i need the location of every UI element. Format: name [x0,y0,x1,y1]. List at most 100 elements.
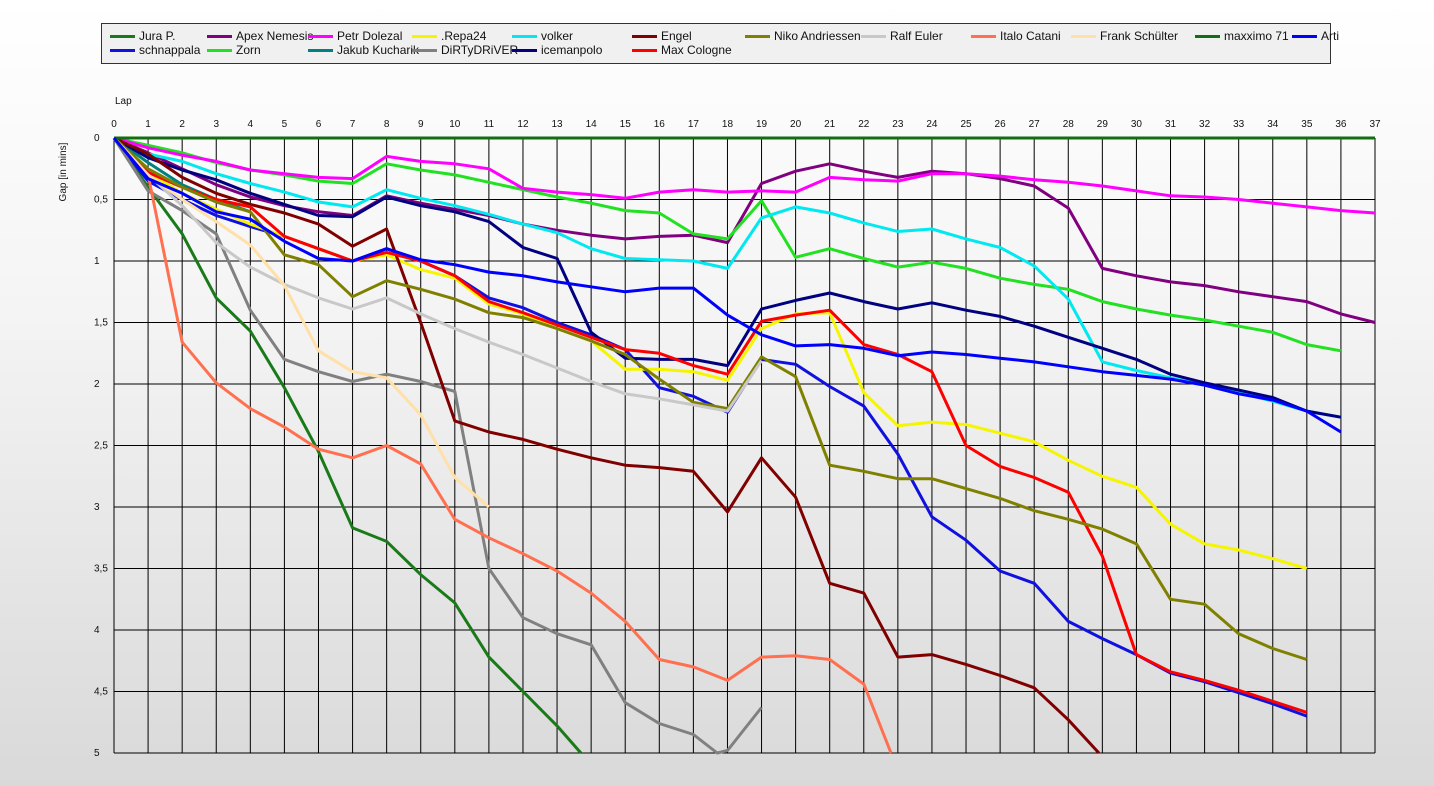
series-line-apex-nemesis [113,136,1376,324]
legend-swatch [207,48,232,52]
tick-layer: 0 1 2 3 4 5 6 7 8 9 10 11 12 13 14 15 16 17 18 19 20 21 22 23 24… [94,119,1381,759]
legend-swatch [512,48,537,52]
y-tick-label: 0,5 [94,195,108,206]
legend-label: schnappala [139,43,201,57]
legend-label: Italo Catani [1000,29,1061,43]
series-line-repa24 [112,136,1308,570]
x-tick-label: 1 [145,119,151,130]
y-tick-label: 4,5 [94,687,108,698]
x-tick-label: 18 [722,119,734,130]
y-tick-label: 1,5 [94,318,108,329]
series-line-frank-sch-lter [112,136,490,509]
legend-item: Apex Nemesis [207,29,313,43]
x-tick-label: 33 [1233,119,1245,130]
x-tick-label: 8 [384,119,390,130]
legend-swatch [110,34,135,38]
x-tick-label: 15 [620,119,632,130]
series-line-arti [112,137,1342,434]
x-tick-label: 24 [926,119,938,130]
series-line-icemanpolo [113,136,1342,419]
legend-item: DiRTyDRiVER [412,43,518,57]
legend-label: Jakub Kucharik [337,43,420,57]
x-tick-label: 37 [1369,119,1381,130]
x-tick-label: 7 [350,119,356,130]
x-tick-label: 5 [282,119,288,130]
legend-swatch [308,48,333,52]
x-tick-label: 2 [179,119,185,130]
series-line-dirtydriver [112,137,763,755]
x-tick-label: 30 [1131,119,1143,130]
y-tick-label: 0 [94,133,100,144]
x-tick-label: 17 [688,119,700,130]
x-tick-label: 3 [213,119,219,130]
series-line-engel [113,136,1101,755]
legend-label: Zorn [236,43,261,57]
x-tick-label: 6 [316,119,322,130]
legend-swatch [308,34,333,38]
legend-swatch [412,34,437,38]
y-tick-label: 3,5 [94,564,108,575]
x-tick-label: 4 [248,119,254,130]
x-tick-label: 36 [1335,119,1347,130]
x-tick-label: 31 [1165,119,1177,130]
legend-label: DiRTyDRiVER [441,43,519,57]
legend-label: icemanpolo [541,43,603,57]
legend-label: maxximo 71 [1224,29,1289,43]
legend-swatch [971,34,996,38]
legend-label: Frank Schülter [1100,29,1179,43]
legend-swatch [861,34,886,38]
x-tick-label: 35 [1301,119,1313,130]
legend-item: Zorn [207,43,261,57]
legend-item: maxximo 71 [1195,29,1289,43]
legend-swatch [512,34,537,38]
x-tick-label: 10 [449,119,461,130]
series-line-volker [113,136,1342,419]
x-tick-label: 9 [418,119,424,130]
legend-item: Niko Andriessen [745,29,861,43]
legend-label: Engel [661,29,692,43]
x-tick-label: 11 [484,119,495,130]
legend-item: icemanpolo [512,43,602,57]
legend-label: Jura P. [139,29,176,43]
legend-swatch [207,34,232,38]
y-axis-title: Gap [in mins] [58,142,69,201]
x-tick-label: 14 [586,119,598,130]
legend-label: Max Cologne [661,43,732,57]
legend-swatch [1292,34,1317,38]
series-line-petr-dolezal [113,136,1376,215]
legend-swatch [745,34,770,38]
x-tick-label: 28 [1063,119,1075,130]
series-layer [112,136,1376,755]
x-tick-label: 19 [756,119,768,130]
x-tick-label: 25 [960,119,972,130]
legend-label: Petr Dolezal [337,29,403,43]
y-tick-label: 1 [94,256,100,267]
x-tick-label: 26 [995,119,1007,130]
legend-swatch [1071,34,1096,38]
y-tick-label: 2 [94,379,100,390]
legend-item: Petr Dolezal [308,29,402,43]
legend-label: volker [541,29,574,43]
x-tick-label: 12 [517,119,529,130]
legend-item: Max Cologne [632,43,732,57]
legend-swatch [632,48,657,52]
legend-item: Ralf Euler [861,29,943,43]
series-line-jura-p [112,137,583,754]
x-tick-label: 16 [654,119,666,130]
x-tick-label: 21 [824,119,836,130]
x-tick-label: 32 [1199,119,1211,130]
legend-item: .Repa24 [412,29,486,43]
series-line-zorn [113,136,1342,353]
legend-item: schnappala [110,43,200,57]
chart-legend: Jura P. schnappala Apex Nemesis Zorn Petr Do… [101,23,1339,64]
x-tick-label: 29 [1097,119,1109,130]
legend-item: Engel [632,29,692,43]
x-tick-label: 23 [892,119,904,130]
legend-label: Apex Nemesis [236,29,314,43]
x-tick-label: 22 [858,119,870,130]
legend-swatch [1195,34,1220,38]
legend-label: Niko Andriessen [774,29,861,43]
legend-item: Frank Schülter [1071,29,1178,43]
x-tick-label: 27 [1029,119,1041,130]
